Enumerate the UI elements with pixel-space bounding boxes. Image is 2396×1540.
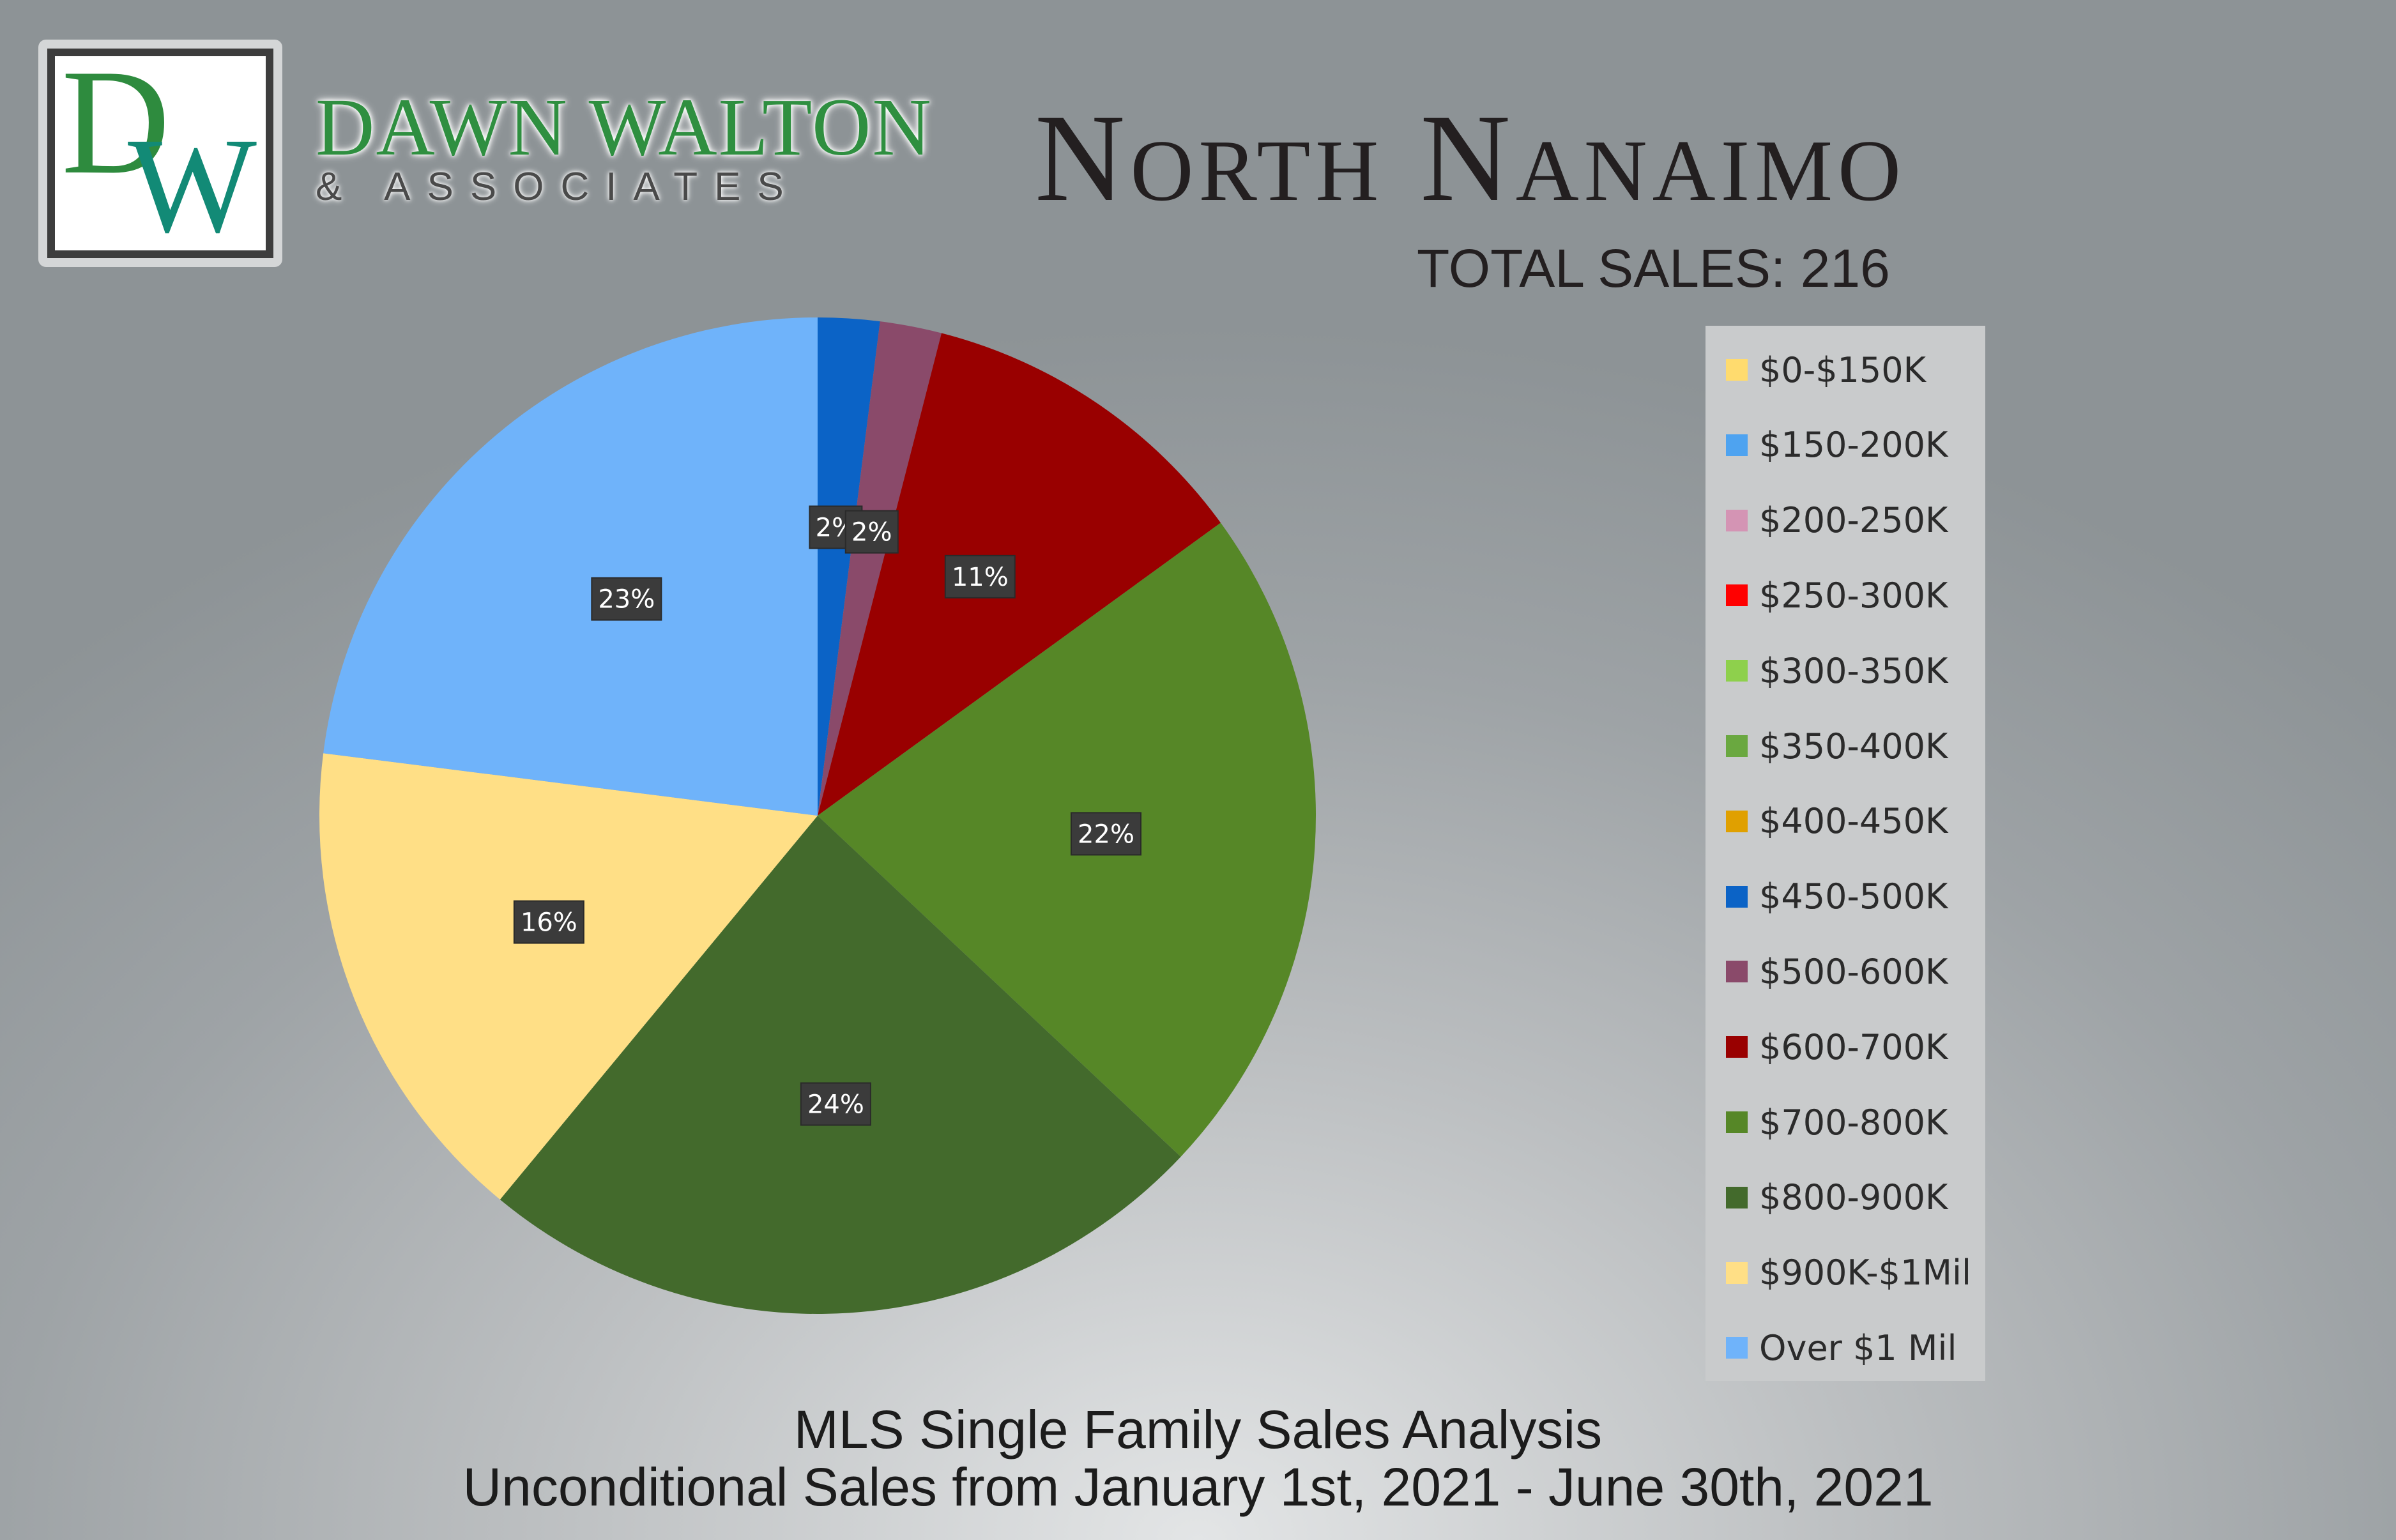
footer-line-1: MLS Single Family Sales Analysis — [793, 1399, 1603, 1460]
legend-label: $0-$150K — [1759, 349, 1927, 390]
legend-swatch — [1726, 660, 1748, 682]
data-label-text: 23% — [598, 585, 655, 614]
legend-swatch — [1726, 735, 1748, 757]
logo-letter-d: D — [61, 39, 171, 206]
legend-swatch — [1726, 1186, 1748, 1208]
pie-slice-900k-1mil — [319, 753, 818, 1200]
legend-swatch — [1726, 885, 1748, 908]
legend-swatch — [1726, 810, 1748, 832]
data-label-box — [1071, 812, 1142, 856]
legend-label: $700-800K — [1759, 1102, 1948, 1143]
brand-name: DAWN WALTON — [316, 82, 933, 172]
legend-item-150-200k: $150-200K — [1726, 425, 1948, 466]
legend-swatch — [1726, 1036, 1748, 1058]
data-label-text: 2% — [851, 518, 892, 547]
legend-swatch — [1726, 961, 1748, 983]
legend-label: $600-700K — [1759, 1026, 1948, 1067]
legend-label: $900K-$1Mil — [1759, 1253, 1971, 1293]
legend-label: $800-900K — [1759, 1177, 1948, 1218]
legend-item-900k-1mil: $900K-$1Mil — [1726, 1253, 1971, 1293]
legend-swatch — [1726, 1262, 1748, 1284]
data-label-text: 11% — [952, 563, 1009, 592]
legend-item-over-1-mil: Over $1 Mil — [1726, 1327, 1957, 1368]
data-label: 11% — [944, 554, 1016, 598]
legend-item-400-450k: $400-450K — [1726, 801, 1948, 842]
legend-label: $200-250K — [1759, 500, 1948, 541]
pie-slice-over-1-mil — [323, 317, 818, 816]
pie-slice-800-900k — [500, 816, 1181, 1314]
data-label-box — [800, 1082, 871, 1126]
footer-line-2: Unconditional Sales from January 1st, 20… — [462, 1457, 1934, 1517]
data-label-text: 24% — [807, 1090, 864, 1120]
page-title: North Nanaimo — [1035, 89, 1906, 227]
legend-swatch — [1726, 434, 1748, 456]
legend-label: $250-300K — [1759, 575, 1948, 616]
legend-swatch — [1726, 509, 1748, 531]
logo-letter-w: W — [128, 110, 257, 261]
data-label: 23% — [591, 577, 662, 621]
legend-item-600-700k: $600-700K — [1726, 1026, 1948, 1067]
legend-item-250-300k: $250-300K — [1726, 575, 1948, 616]
legend-item-450-500k: $450-500K — [1726, 876, 1948, 917]
legend-item-350-400k: $350-400K — [1726, 726, 1948, 766]
data-label: 2% — [844, 510, 899, 554]
logo-monogram: D W — [47, 39, 273, 261]
data-label: 24% — [800, 1082, 871, 1126]
data-label-box — [844, 510, 899, 554]
legend-item-0-150k: $0-$150K — [1726, 349, 1927, 390]
pie-slice-450-500k — [818, 317, 880, 816]
data-label-box — [944, 554, 1016, 598]
legend-label: $350-400K — [1759, 726, 1948, 766]
data-label: 22% — [1071, 812, 1142, 856]
legend-label: $400-450K — [1759, 801, 1948, 842]
legend-swatch — [1726, 1111, 1748, 1133]
total-sales-subtitle: TOTAL SALES: 216 — [1417, 238, 1890, 298]
legend-swatch — [1726, 1337, 1748, 1359]
data-label-box — [513, 900, 584, 944]
legend-item-700-800k: $700-800K — [1726, 1102, 1948, 1143]
brand-subname: & ASSOCIATES — [316, 165, 800, 209]
data-label-box — [591, 577, 662, 621]
legend-item-800-900k: $800-900K — [1726, 1177, 1948, 1218]
pie-slice-600-700k — [818, 333, 1221, 816]
data-label: 16% — [513, 900, 584, 944]
legend-item-300-350k: $300-350K — [1726, 650, 1948, 691]
pie-slice-500-600k — [818, 321, 942, 816]
legend-label: $450-500K — [1759, 876, 1948, 917]
chart-legend: $0-$150K $150-200K $200-250K $250-300K $300-… — [1705, 326, 1985, 1381]
legend-label: $500-600K — [1759, 951, 1948, 992]
legend-item-500-600k: $500-600K — [1726, 951, 1948, 992]
legend-label: $300-350K — [1759, 650, 1948, 691]
data-label-text: 22% — [1078, 820, 1134, 849]
legend-swatch — [1726, 359, 1748, 381]
data-label-text: 16% — [521, 908, 577, 938]
pie-slice-700-800k — [818, 522, 1316, 1157]
legend-label: $150-200K — [1759, 425, 1948, 466]
logo-frame: D W — [38, 40, 282, 267]
legend-item-200-250k: $200-250K — [1726, 500, 1948, 541]
legend-label: Over $1 Mil — [1759, 1327, 1957, 1368]
legend-swatch — [1726, 584, 1748, 607]
